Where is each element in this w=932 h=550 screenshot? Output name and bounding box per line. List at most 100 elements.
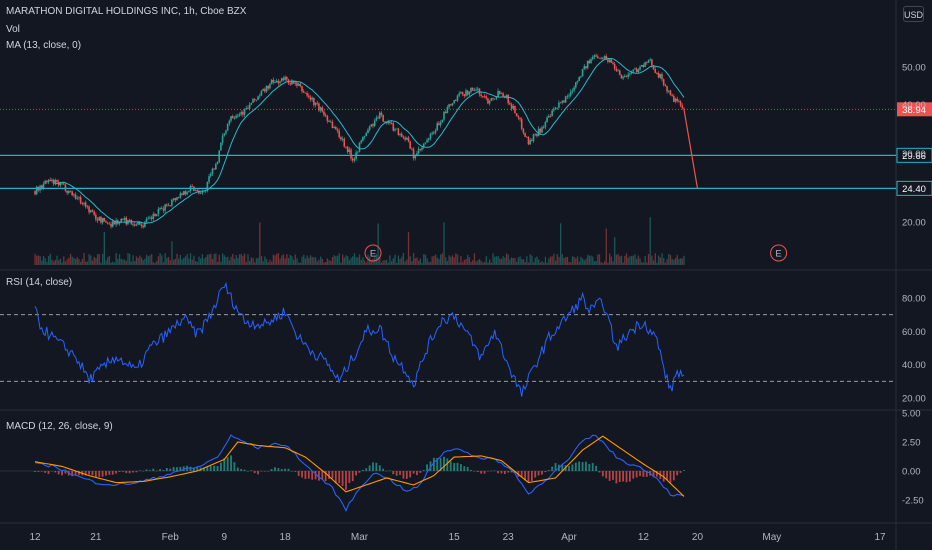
- candle: [272, 79, 275, 83]
- candle: [596, 56, 599, 58]
- candle: [306, 93, 308, 96]
- volume-bar: [108, 255, 111, 265]
- macd-histogram-bar: [88, 471, 90, 475]
- macd-histogram-bar: [338, 471, 341, 484]
- candle: [125, 217, 128, 225]
- candle: [319, 107, 322, 111]
- macd-histogram-bar: [121, 471, 124, 472]
- macd-histogram-bar: [432, 457, 435, 471]
- candle: [56, 179, 58, 182]
- macd-histogram-bar: [257, 471, 259, 475]
- macd-histogram-bar: [334, 471, 337, 484]
- candle: [152, 214, 155, 219]
- macd-histogram-bar: [290, 471, 293, 472]
- candle: [384, 121, 386, 123]
- macd-histogram-bar: [226, 457, 229, 471]
- macd-histogram-bar: [605, 471, 608, 479]
- candle: [422, 143, 425, 148]
- volume-bar: [463, 259, 465, 265]
- candle: [676, 98, 678, 102]
- candle: [605, 56, 608, 60]
- candle: [627, 74, 629, 77]
- macd-histogram-bar: [676, 471, 679, 476]
- macd-histogram-bar: [213, 465, 216, 471]
- volume-bar: [480, 260, 482, 265]
- volume-bar: [494, 256, 496, 265]
- volume-bar: [600, 262, 602, 265]
- volume-bar: [610, 256, 612, 265]
- volume-bar: [194, 260, 197, 265]
- macd-histogram-bar: [209, 465, 212, 471]
- candle: [257, 96, 259, 100]
- volume-bar: [103, 231, 105, 265]
- candle: [243, 108, 246, 115]
- volume-bar: [193, 255, 195, 265]
- volume-bar: [63, 256, 65, 265]
- candle: [620, 75, 623, 79]
- macd-histogram-bar: [324, 471, 327, 482]
- volume-bar: [595, 260, 597, 265]
- projection-line: [683, 109, 699, 189]
- macd-histogram-bar: [149, 470, 151, 471]
- candle: [564, 96, 567, 103]
- macd-histogram-bar: [382, 468, 385, 471]
- macd-histogram-bar: [115, 471, 118, 474]
- macd-histogram-bar: [598, 471, 601, 473]
- candle: [64, 184, 67, 191]
- candle: [652, 65, 655, 70]
- currency-button[interactable]: USD: [903, 6, 924, 22]
- candle: [318, 103, 320, 111]
- candle: [525, 136, 528, 138]
- rsi-axis-tick: 40.00: [902, 360, 926, 371]
- volume-bar: [634, 254, 636, 265]
- volume-bar: [112, 261, 114, 265]
- candle: [498, 90, 501, 94]
- candle: [629, 73, 631, 75]
- candle: [71, 191, 73, 196]
- macd-histogram-bar: [78, 471, 80, 476]
- candle: [389, 121, 391, 124]
- volume-bar: [671, 258, 673, 265]
- macd-histogram-bar: [253, 471, 256, 474]
- time-axis-tick: Feb: [162, 532, 180, 543]
- candle: [35, 186, 38, 195]
- volume-bar: [68, 257, 70, 265]
- macd-histogram-bar: [632, 471, 635, 479]
- volume-bar: [247, 254, 249, 265]
- rsi-line: [34, 281, 685, 397]
- candle: [324, 115, 327, 116]
- volume-bar: [532, 262, 535, 265]
- volume-bar: [526, 256, 528, 265]
- volume-bar: [571, 256, 574, 265]
- volume-bar: [370, 260, 373, 265]
- volume-bar: [287, 258, 290, 265]
- volume-bar: [211, 259, 214, 265]
- candle: [673, 96, 675, 102]
- volume-bar: [191, 259, 193, 265]
- volume-bar: [360, 259, 362, 265]
- macd-histogram-bar: [368, 465, 371, 471]
- volume-bar: [257, 257, 259, 265]
- macd-histogram-bar: [507, 471, 510, 473]
- candle: [265, 85, 268, 92]
- volume-bar: [130, 261, 133, 265]
- volume-series: [34, 217, 685, 265]
- level-price-tag: [896, 180, 932, 196]
- volume-bar: [81, 258, 84, 265]
- macd-histogram-bar: [574, 462, 577, 471]
- candle: [375, 117, 378, 121]
- macd-histogram: [34, 455, 685, 490]
- candle: [68, 190, 70, 193]
- time-axis-tick: 12: [29, 532, 41, 543]
- volume-bar: [387, 262, 389, 265]
- candle: [529, 140, 531, 145]
- volume-bar: [426, 258, 428, 265]
- candle: [79, 196, 82, 204]
- candle: [411, 148, 413, 150]
- volume-bar: [238, 254, 241, 265]
- candle: [250, 102, 253, 105]
- candle: [517, 116, 520, 118]
- volume-bar: [632, 255, 634, 265]
- volume-bar: [473, 253, 476, 265]
